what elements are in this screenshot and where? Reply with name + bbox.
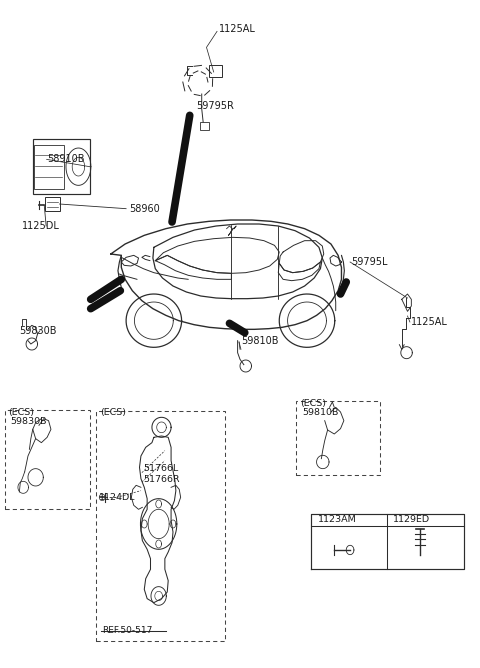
Text: 59795L: 59795L bbox=[351, 257, 387, 267]
Bar bbox=[200, 122, 209, 130]
Text: 1124DL: 1124DL bbox=[99, 493, 135, 502]
Bar bbox=[297, 401, 380, 476]
Text: 59810B: 59810B bbox=[302, 408, 338, 417]
Bar bbox=[45, 197, 60, 210]
Text: 51766R: 51766R bbox=[144, 475, 180, 484]
Text: 1129ED: 1129ED bbox=[393, 515, 430, 524]
Bar bbox=[33, 140, 90, 194]
Text: 59830B: 59830B bbox=[10, 418, 47, 426]
Bar bbox=[209, 65, 222, 77]
Text: 59810B: 59810B bbox=[241, 335, 278, 345]
Text: 51766L: 51766L bbox=[144, 464, 179, 473]
Text: (ECS): (ECS) bbox=[100, 408, 126, 417]
Text: 1125DL: 1125DL bbox=[22, 221, 60, 231]
Text: REF.50-517: REF.50-517 bbox=[102, 626, 153, 635]
Text: 59830B: 59830B bbox=[19, 326, 56, 335]
Text: 1123AM: 1123AM bbox=[318, 515, 356, 524]
Text: 1125AL: 1125AL bbox=[411, 317, 448, 327]
Text: 59795R: 59795R bbox=[196, 101, 234, 111]
Text: (ECS): (ECS) bbox=[300, 399, 326, 408]
Bar bbox=[4, 410, 90, 508]
Text: (ECS): (ECS) bbox=[8, 408, 34, 417]
Bar bbox=[96, 411, 225, 641]
Bar bbox=[34, 145, 63, 188]
Text: 1125AL: 1125AL bbox=[218, 23, 255, 33]
Text: 58960: 58960 bbox=[129, 204, 160, 214]
Text: 58910B: 58910B bbox=[48, 154, 85, 164]
